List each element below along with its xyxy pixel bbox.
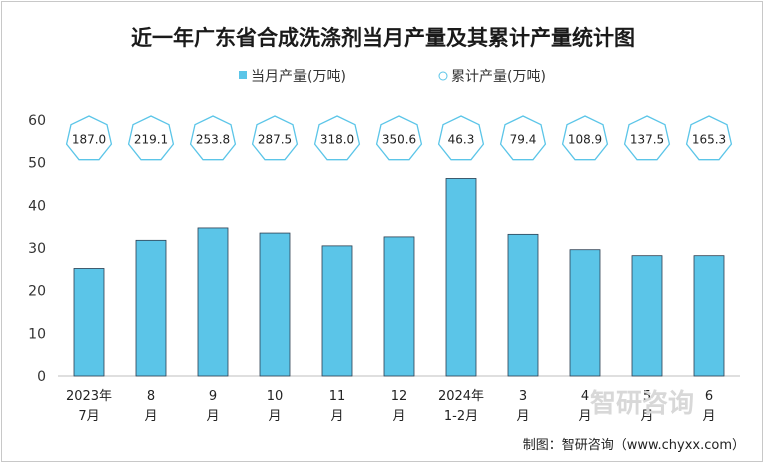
y-tick-label: 40 [28,198,46,214]
cumulative-badge [375,115,423,161]
cumulative-badge [499,115,547,161]
cumulative-badge [623,115,671,161]
bar-monthly [445,178,477,377]
legend-label-cumulative: 累计产量(万吨) [451,69,546,85]
bar-monthly [73,268,105,377]
x-tick-label: 月 [702,409,715,424]
x-tick-label: 5 [643,389,651,404]
x-tick-label: 月 [268,409,281,424]
bar-monthly [569,249,601,377]
cumulative-value-label: 287.5 [258,133,292,147]
bar-monthly [693,255,725,377]
cumulative-badge [65,115,113,161]
bar-monthly [507,233,539,377]
x-tick-label: 月 [516,409,529,424]
x-tick-label: 月 [578,409,591,424]
x-tick-label: 月 [206,409,219,424]
cumulative-value-label: 318.0 [320,133,354,147]
y-axis: 0 10 20 30 40 50 60 [28,113,46,385]
x-tick-label: 3 [519,389,527,404]
cumulative-badge [313,115,361,161]
cumulative-value-label: 46.3 [448,133,475,147]
legend: 当月产量(万吨) 累计产量(万吨) [239,69,546,85]
x-tick-label: 2023年 [66,389,112,404]
x-tick-label: 月 [640,409,653,424]
x-tick-label: 7月 [78,409,99,424]
x-tick-label: 12 [391,389,408,404]
cumulative-value-label: 165.3 [692,133,726,147]
bar-monthly [135,239,167,377]
legend-label-monthly: 当月产量(万吨) [251,69,346,85]
cumulative-badges: 187.0 219.1 253.8 287.5 318.0 350.6 46.3 79.4 10… [65,115,733,161]
x-tick-label: 4 [581,389,589,404]
y-tick-label: 10 [28,326,46,342]
x-tick-label: 8 [147,389,155,404]
cumulative-value-label: 253.8 [196,133,230,147]
x-tick-label: 6 [705,389,713,404]
cumulative-value-label: 137.5 [630,133,664,147]
legend-swatch-cumulative [438,71,448,81]
y-tick-label: 50 [28,156,46,172]
bar-monthly [197,227,229,377]
bar-monthly [259,232,291,377]
cumulative-badge [127,115,175,161]
y-tick-label: 20 [28,284,46,300]
y-tick-label: 60 [28,113,46,129]
x-tick-label: 月 [330,409,343,424]
x-tick-label: 11 [329,389,346,404]
cumulative-value-label: 108.9 [568,133,602,147]
x-tick-label: 9 [209,389,217,404]
cumulative-badge [561,115,609,161]
watermark: 智研咨询 [590,388,694,419]
x-axis-labels: 2023年 7月 8 月 9 月 10 月 11 月 12 月 2024年 1-2月 3 月 4 月 5 月 6 月 [66,389,716,424]
x-tick-label: 1-2月 [444,409,478,424]
cumulative-badge [189,115,237,161]
cumulative-value-label: 79.4 [510,133,537,147]
bar-monthly [383,236,415,377]
bar-monthly [631,255,663,377]
bar-monthly [321,245,353,377]
source-credit: 制图：智研咨询（www.chyxx.com） [523,438,745,453]
x-tick-label: 2024年 [438,389,484,404]
x-tick-label: 10 [267,389,284,404]
cumulative-value-label: 219.1 [134,133,168,147]
x-tick-label: 月 [392,409,405,424]
cumulative-badge [437,115,485,161]
bars [73,178,725,377]
y-tick-label: 0 [37,369,46,385]
cumulative-badge [251,115,299,161]
chart-title: 近一年广东省合成洗涤剂当月产量及其累计产量统计图 [131,25,635,50]
y-tick-label: 30 [28,241,46,257]
cumulative-badge [685,115,733,161]
cumulative-value-label: 187.0 [72,133,106,147]
x-tick-label: 月 [144,409,157,424]
legend-swatch-monthly [239,71,247,79]
cumulative-value-label: 350.6 [382,133,416,147]
